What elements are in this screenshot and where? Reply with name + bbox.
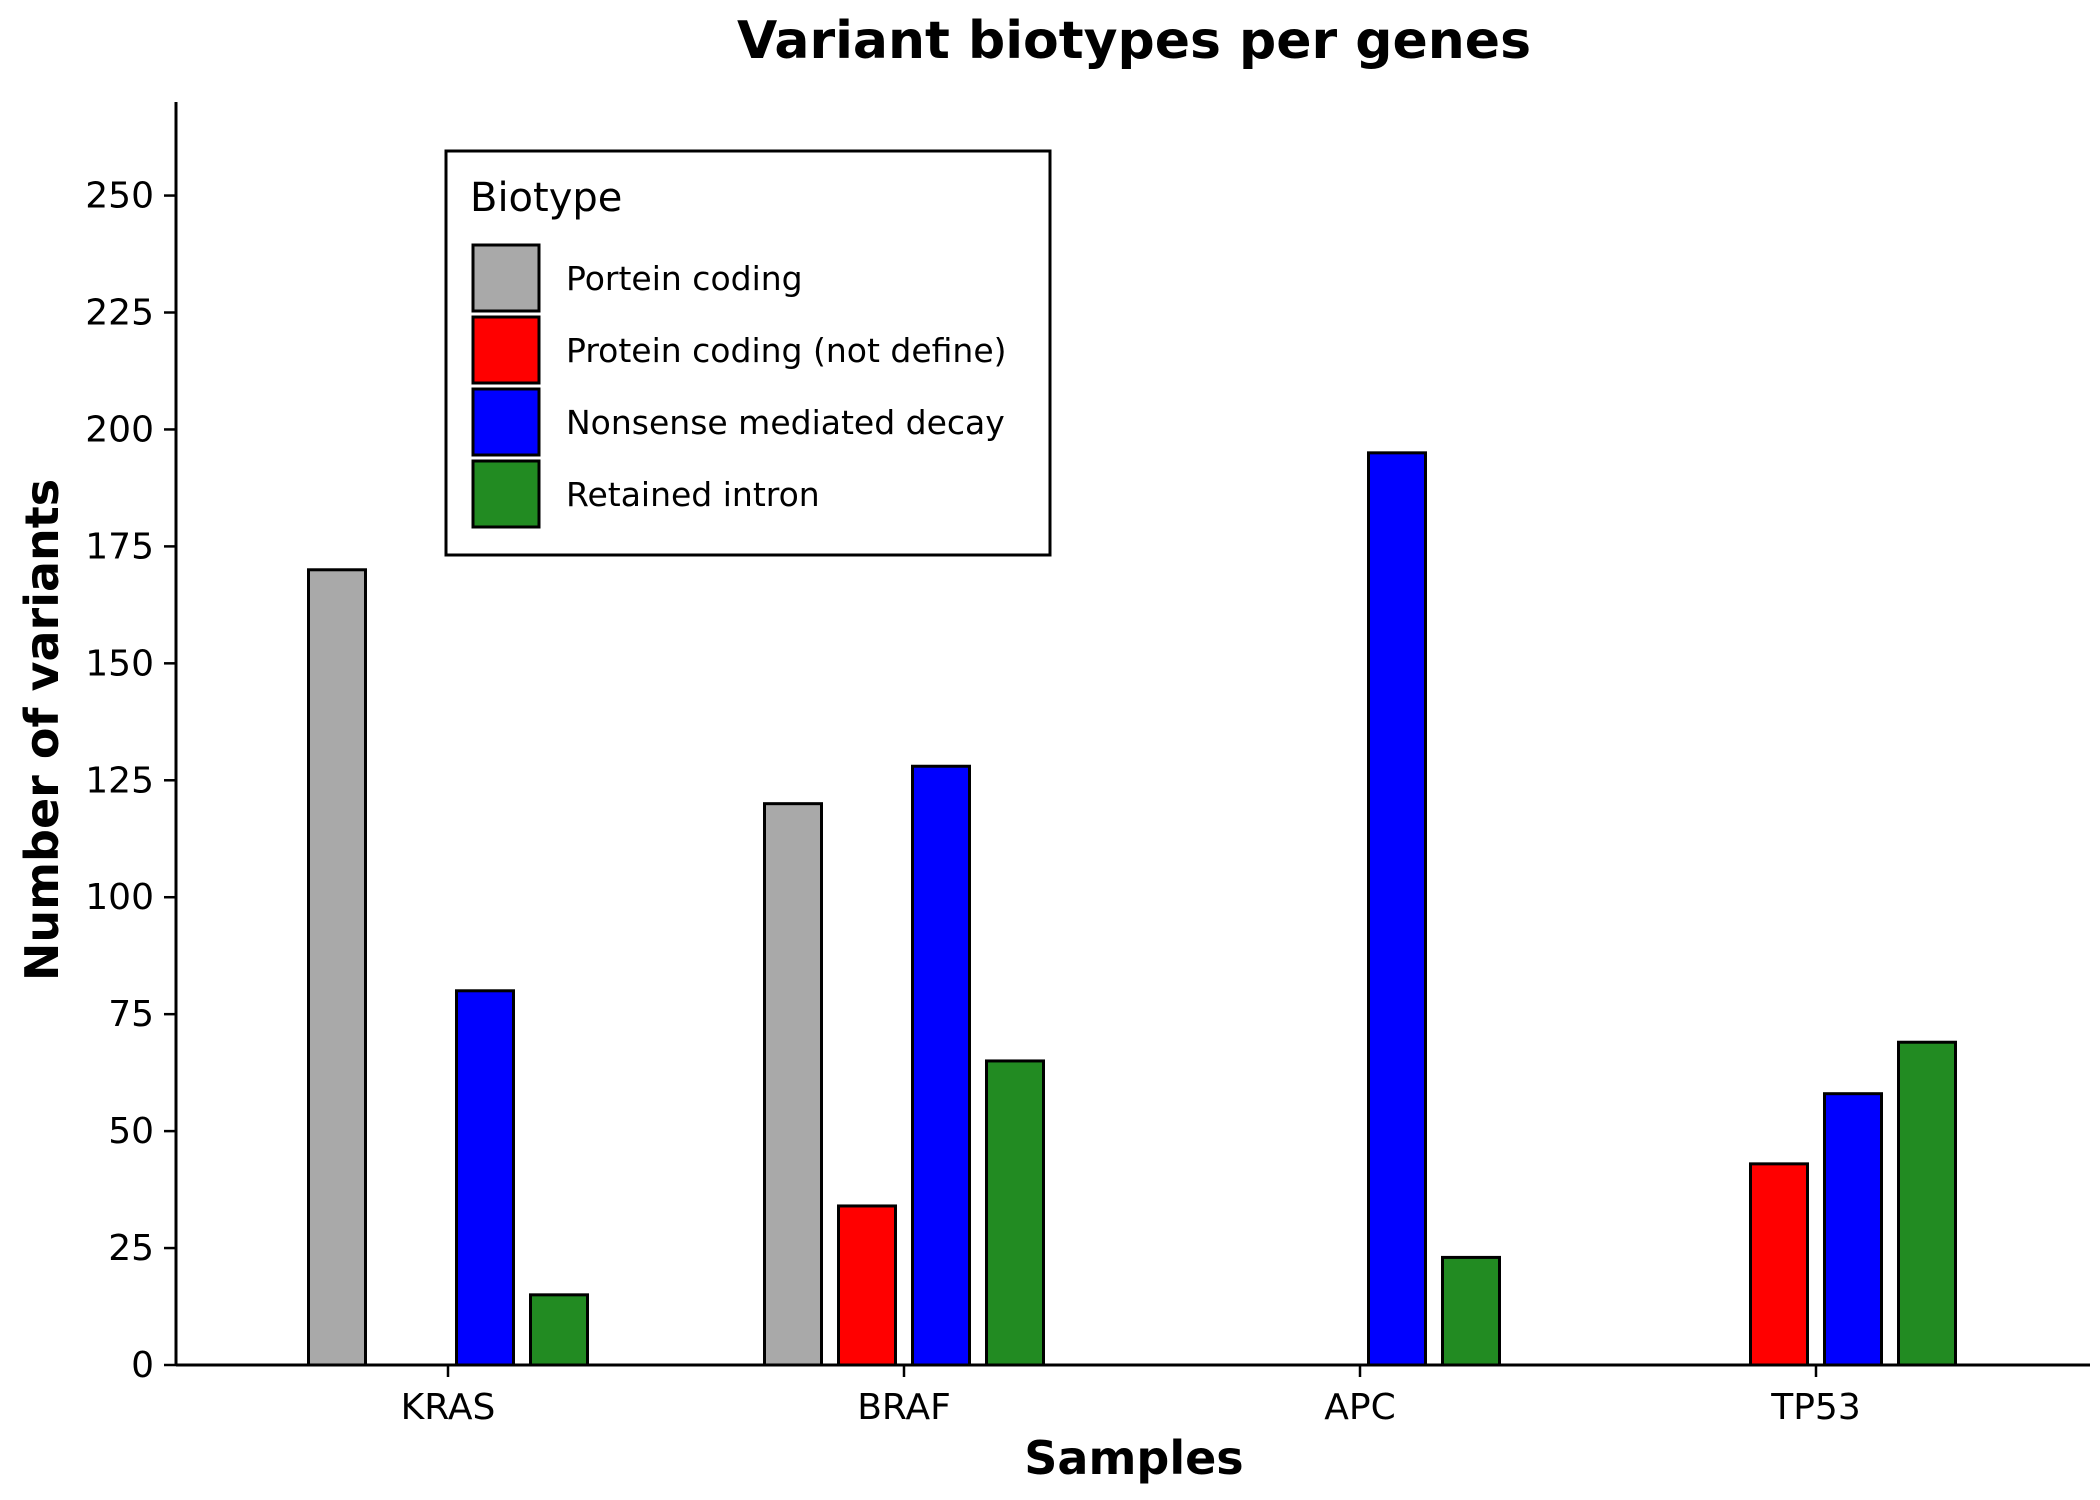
y-axis-label: Number of variants xyxy=(15,479,69,981)
y-tick-label: 175 xyxy=(85,526,154,567)
legend-swatch-0 xyxy=(471,243,541,313)
bars xyxy=(307,451,1957,1367)
y-tick-label: 25 xyxy=(108,1228,154,1269)
bar-apc-series-3 xyxy=(1441,1255,1501,1367)
y-tick-label: 250 xyxy=(85,176,154,217)
legend-label-3: Retained intron xyxy=(566,475,820,514)
legend-title: Biotype xyxy=(470,175,622,221)
legend-swatch-2 xyxy=(471,387,541,457)
legend: Biotype Portein coding Protein coding (not… xyxy=(444,149,1052,557)
legend-label-1: Protein coding (not define) xyxy=(566,331,1007,370)
y-tick-label: 125 xyxy=(85,760,154,801)
y-tick-label: 200 xyxy=(85,409,154,450)
bar-tp53-series-1 xyxy=(1749,1162,1809,1367)
x-axis-label: Samples xyxy=(1024,1431,1243,1485)
chart-title: Variant biotypes per genes xyxy=(737,11,1531,71)
bar-tp53-series-3 xyxy=(1897,1040,1957,1367)
bar-braf-series-1 xyxy=(837,1204,897,1367)
x-tick-label-apc: APC xyxy=(1324,1387,1395,1428)
legend-label-2: Nonsense mediated decay xyxy=(566,403,1005,442)
legend-box xyxy=(444,149,1052,557)
x-tick-label-tp53: TP53 xyxy=(1770,1387,1861,1428)
bar-tp53-series-2 xyxy=(1823,1092,1883,1367)
legend-swatch-3 xyxy=(471,459,541,529)
bar-braf-series-2 xyxy=(911,764,971,1367)
y-tick-label: 0 xyxy=(131,1345,154,1386)
bar-kras-series-3 xyxy=(529,1293,589,1367)
x-tick-label-kras: KRAS xyxy=(401,1387,496,1428)
y-tick-label: 50 xyxy=(108,1111,154,1152)
bar-apc-series-2 xyxy=(1367,451,1427,1367)
y-tick-label: 225 xyxy=(85,293,154,334)
legend-swatch-1 xyxy=(471,315,541,385)
y-tick-label: 150 xyxy=(85,643,154,684)
bar-kras-series-0 xyxy=(307,568,367,1367)
y-tick-label: 100 xyxy=(85,877,154,918)
y-tick-label: 75 xyxy=(108,994,154,1035)
ticks: 0 25 50 75 100 125 150 175 200 225 250 KRAS BRAF APC T… xyxy=(85,176,1860,1428)
bar-kras-series-2 xyxy=(455,989,515,1367)
x-tick-label-braf: BRAF xyxy=(857,1387,951,1428)
bar-braf-series-3 xyxy=(985,1059,1045,1367)
legend-label-0: Portein coding xyxy=(566,259,803,298)
bar-braf-series-0 xyxy=(763,802,823,1367)
